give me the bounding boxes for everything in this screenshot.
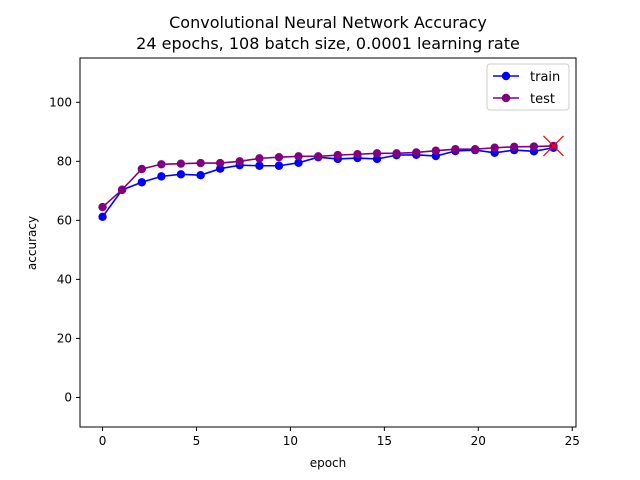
chart-title-line1: Convolutional Neural Network Accuracy bbox=[169, 13, 487, 32]
y-tick-label: 100 bbox=[49, 95, 72, 109]
legend-marker-test bbox=[501, 93, 511, 103]
data-point-test bbox=[157, 160, 166, 169]
data-point-test bbox=[196, 158, 205, 168]
x-tick-label: 15 bbox=[377, 434, 392, 448]
data-point-test bbox=[470, 145, 480, 154]
data-point-test bbox=[509, 142, 519, 152]
data-point-train bbox=[137, 178, 147, 187]
chart-title-line2: 24 epochs, 108 batch size, 0.0001 learni… bbox=[136, 34, 520, 53]
data-point-test bbox=[392, 149, 401, 158]
legend-marker-train bbox=[501, 71, 511, 81]
data-point-test bbox=[529, 142, 539, 151]
data-point-train bbox=[98, 212, 107, 222]
data-point-test bbox=[274, 152, 284, 162]
data-point-test bbox=[255, 154, 264, 163]
x-tick-label: 10 bbox=[283, 434, 298, 448]
x-tick-label: 20 bbox=[471, 434, 486, 448]
data-point-test bbox=[353, 150, 362, 159]
data-point-train bbox=[157, 172, 166, 181]
data-point-test bbox=[117, 185, 127, 194]
data-point-train bbox=[294, 158, 303, 167]
data-point-train bbox=[255, 161, 264, 170]
data-point-test bbox=[137, 164, 147, 174]
data-point-test bbox=[372, 149, 382, 158]
series-line-test bbox=[102, 145, 554, 208]
x-axis-label: epoch bbox=[310, 456, 347, 470]
y-tick-label: 0 bbox=[64, 390, 72, 404]
data-point-test bbox=[490, 143, 499, 152]
data-point-train bbox=[196, 170, 205, 180]
data-point-test bbox=[176, 159, 186, 168]
legend-label-train: train bbox=[530, 70, 560, 85]
plot-area: 0 5 10 15 20 25 0 20 40 60 80 100 train test bbox=[49, 57, 580, 448]
data-point-test bbox=[98, 202, 107, 212]
legend-label-test: test bbox=[530, 92, 555, 107]
data-point-train bbox=[274, 161, 284, 170]
x-tick-label: 0 bbox=[99, 434, 107, 448]
data-point-test bbox=[431, 146, 441, 155]
data-point-test bbox=[314, 152, 323, 161]
data-point-test bbox=[412, 148, 421, 157]
y-tick-label: 60 bbox=[57, 213, 72, 227]
x-tick-label: 25 bbox=[565, 434, 580, 448]
data-point-test bbox=[215, 158, 225, 168]
y-tick-label: 80 bbox=[57, 154, 72, 168]
data-point-test bbox=[451, 145, 460, 154]
x-tick-label: 5 bbox=[193, 434, 201, 448]
y-tick-label: 40 bbox=[57, 272, 72, 286]
data-point-test bbox=[235, 157, 244, 166]
y-tick-label: 20 bbox=[57, 331, 72, 345]
highlight-x-marker bbox=[543, 135, 564, 157]
y-axis-label: accuracy bbox=[25, 216, 39, 270]
plot-frame bbox=[79, 57, 577, 428]
data-point-test bbox=[294, 152, 303, 161]
data-point-train bbox=[176, 170, 186, 179]
data-point-test bbox=[333, 150, 342, 160]
series-line-train bbox=[101, 146, 554, 218]
